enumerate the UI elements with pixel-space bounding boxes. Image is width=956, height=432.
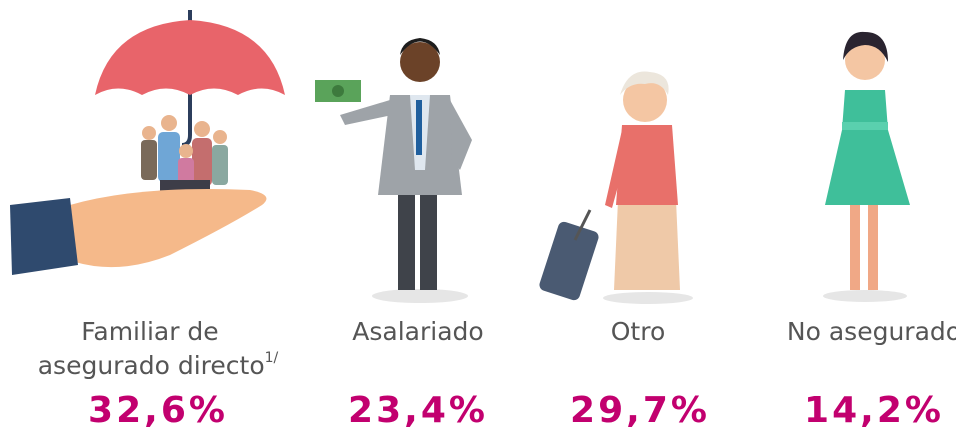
percentage: 23,4%: [348, 390, 488, 431]
illustration-uninsured: [823, 32, 910, 302]
category-label: Asalariado: [352, 317, 483, 346]
footnote-mark: 1/: [265, 350, 279, 366]
percentage: 14,2%: [804, 390, 944, 431]
infographic: Familiar de asegurado directo1/ Asalaria…: [0, 0, 956, 432]
category-label: No asegurado: [787, 317, 956, 346]
category-label-line: asegurado directo: [38, 351, 265, 380]
illustration-salaried: [315, 38, 472, 303]
category-label: Familiar de: [81, 317, 218, 346]
illustration-other: [538, 71, 693, 304]
category-label: asegurado directo1/: [38, 350, 279, 380]
illustration-family: [10, 10, 285, 275]
category-label: Otro: [611, 317, 666, 346]
percentage: 32,6%: [88, 390, 228, 431]
percentage: 29,7%: [570, 390, 710, 431]
